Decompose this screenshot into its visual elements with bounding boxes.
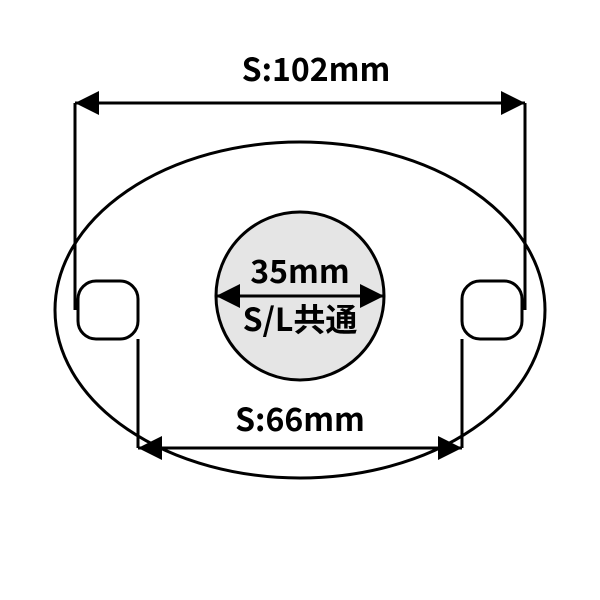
slot-pitch-label: S:66mm bbox=[235, 395, 365, 441]
bore-diameter-label: 35mm bbox=[250, 247, 349, 293]
bore-common-label: S/L共通 bbox=[243, 295, 358, 341]
dimension-diagram: { "canvas": { "width": 600, "height": 60… bbox=[0, 0, 600, 600]
overall-width-label: S:102mm bbox=[242, 45, 391, 91]
